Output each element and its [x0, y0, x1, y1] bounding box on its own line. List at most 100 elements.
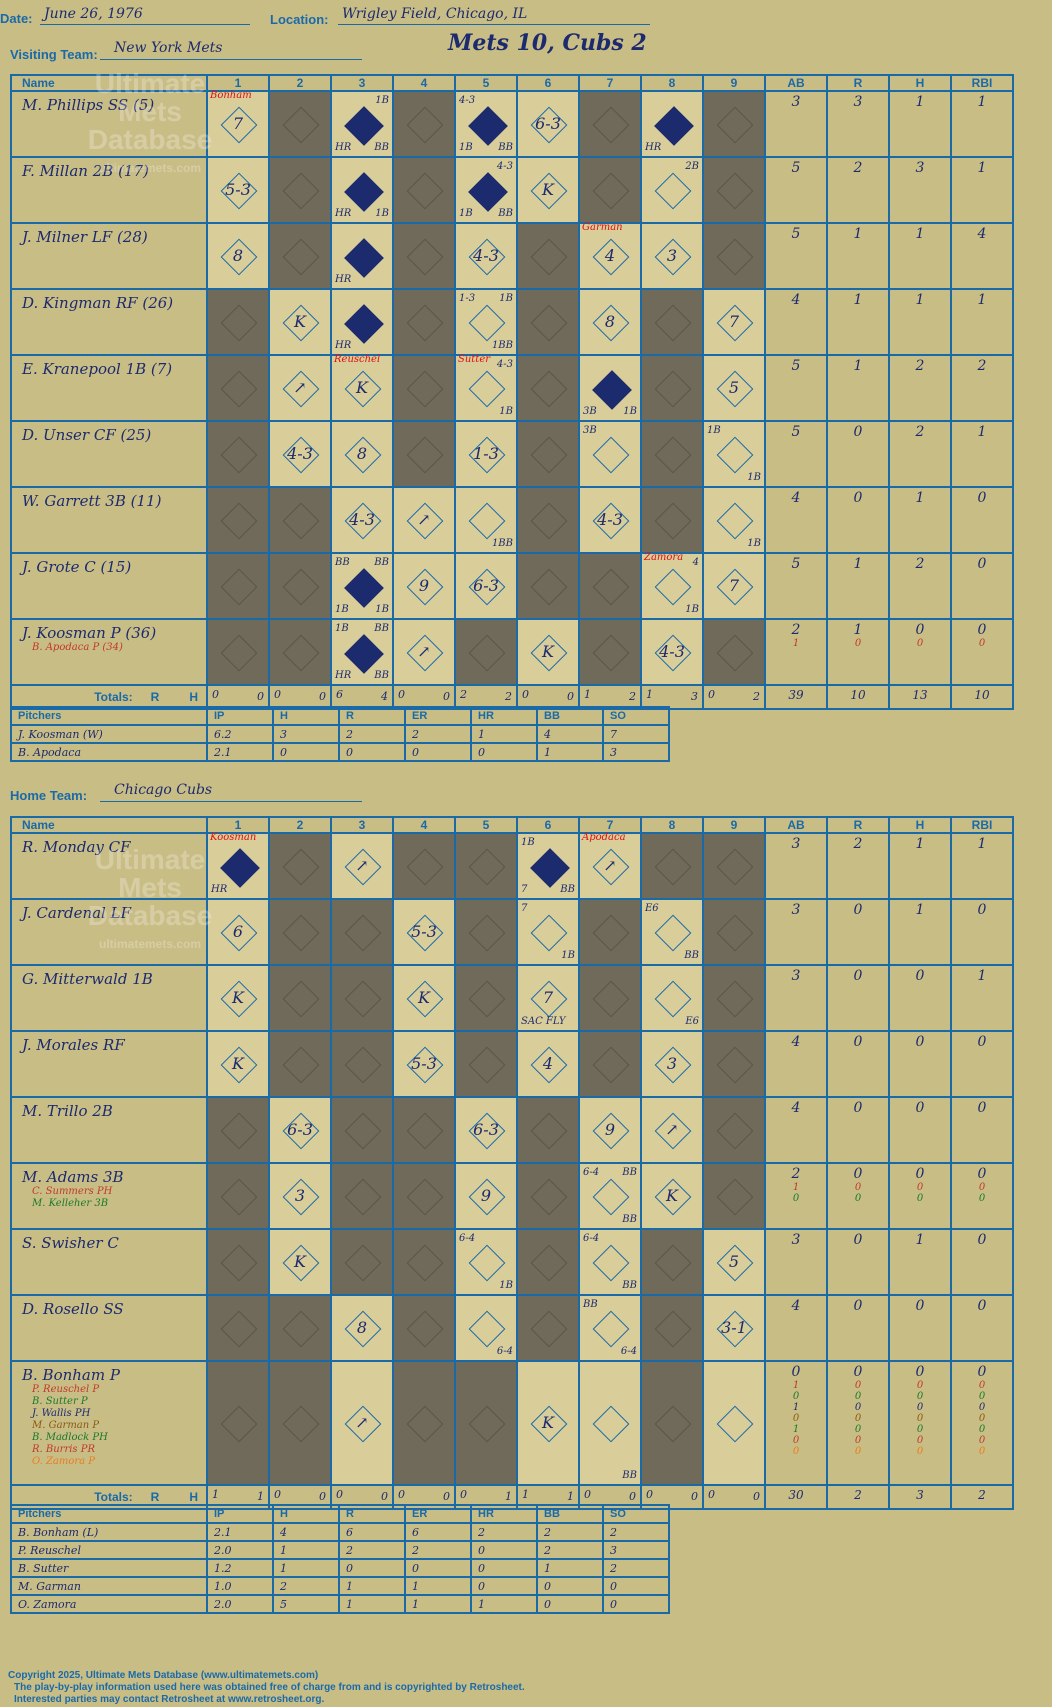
inning-cell: [268, 1294, 332, 1362]
stat-value: 0: [978, 1182, 986, 1193]
stat-r: 0: [826, 1294, 890, 1362]
inning-cell: K Reuschel: [330, 354, 394, 422]
stat-value: 0: [853, 968, 863, 984]
base-diamond: [468, 980, 506, 1018]
base-note: BB: [374, 142, 389, 153]
inning-cell: [702, 222, 766, 290]
inning-hits: 1: [567, 1490, 574, 1503]
stat-value: 2: [915, 424, 925, 440]
inning-cell: K: [268, 1228, 332, 1296]
stat-value: 1: [977, 160, 987, 176]
batter-name-cell: J. Morales RF: [10, 1030, 208, 1098]
play-result: 7: [728, 576, 740, 595]
inning-cell: 4-3 1B BB: [454, 90, 518, 158]
inning-cell: 3: [640, 1030, 704, 1098]
base-diamond: [716, 1178, 754, 1216]
stat-ab: 3: [764, 832, 828, 900]
play-result: K: [666, 1186, 678, 1205]
base-diamond: [468, 502, 506, 540]
inning-hits: 0: [319, 1490, 326, 1503]
stat-r: 3: [826, 90, 890, 158]
inning-cell: [206, 288, 270, 356]
pitcher-row: O. Zamora 2.0 5 1 1 1 0 0: [10, 1594, 670, 1614]
base-diamond: [530, 1112, 568, 1150]
batter-row: G. Mitterwald 1B K K 7 SAC FLY E6 3 0 0 1: [10, 964, 1014, 1032]
inning-cell: [454, 832, 518, 900]
inning-cell: 2B: [640, 156, 704, 224]
inning-cell: 8: [330, 1294, 394, 1362]
batter-row: E. Kranepool 1B (7) ↗ K Reuschel 4-3 1B Sutter…: [10, 354, 1014, 422]
inning-cell: [454, 1030, 518, 1098]
base-diamond: [654, 1310, 692, 1348]
pitcher-stat: 2: [404, 1540, 472, 1560]
batter-name: M. Phillips SS (5): [22, 96, 155, 114]
base-diamond: [282, 502, 320, 540]
batter-name: G. Mitterwald 1B: [22, 970, 153, 988]
inning-cell: ↗: [330, 1360, 394, 1486]
stat-value: 0: [916, 638, 924, 649]
inning-cell: 7: [702, 288, 766, 356]
stat-value: 1: [915, 226, 925, 242]
stat-value: 0: [792, 1413, 800, 1424]
header-row: Pitchers IP H R ER HR BB SO: [10, 1504, 670, 1524]
inning-cell: 4-3: [454, 222, 518, 290]
play-result: 7: [728, 312, 740, 331]
col-inning-3: 3: [330, 74, 394, 92]
base-note: HR: [335, 142, 352, 153]
stat-h: 2: [888, 420, 952, 488]
col-inning-6: 6: [516, 74, 580, 92]
stat-r: 1: [826, 222, 890, 290]
play-result: K: [356, 378, 368, 397]
base-diamond: [406, 1112, 444, 1150]
base-diamond: [530, 568, 568, 606]
total-rbi: 10: [950, 684, 1014, 710]
base-note: 1B: [623, 406, 637, 417]
inning-cell: 5-3: [206, 156, 270, 224]
inning-cell: HR 1B: [330, 156, 394, 224]
pitcher-stat: 0: [404, 1558, 472, 1578]
base-note: HR: [335, 274, 352, 285]
base-diamond: [406, 1178, 444, 1216]
stat-value: 4: [791, 1100, 801, 1116]
base-note: 1BB: [491, 538, 513, 549]
stat-value: 1: [792, 1380, 800, 1391]
base-note: SAC FLY: [521, 1016, 566, 1027]
batter-name: D. Kingman RF (26): [22, 294, 174, 312]
play-result: 4-3: [473, 246, 499, 265]
play-result: 6-3: [473, 1120, 499, 1139]
batter-name-cell: D. Rosello SS: [10, 1294, 208, 1362]
pitcher-stat: 1: [338, 1594, 406, 1614]
date-label: Date:: [0, 11, 33, 26]
base-note: BB: [374, 623, 389, 634]
inning-cell: 4-3: [268, 420, 332, 488]
pitching-change-note: Garman: [582, 222, 623, 233]
sub-player: M. Kelleher 3B: [32, 1198, 109, 1209]
pitcher-stat: 2: [602, 1522, 670, 1542]
pcol-h: H: [272, 706, 340, 726]
stat-value: 2: [915, 358, 925, 374]
pitcher-stat: 0: [470, 1558, 538, 1578]
base-diamond: [220, 1244, 258, 1282]
stat-value: 0: [854, 1435, 862, 1446]
inning-cell: [702, 156, 766, 224]
base-diamond: [716, 634, 754, 672]
base-diamond: [530, 1244, 568, 1282]
inning-cell: 3B: [578, 420, 642, 488]
col-inning-2: 2: [268, 816, 332, 834]
inning-cell: [702, 964, 766, 1032]
stat-rbi: 0: [950, 1228, 1014, 1296]
play-result: 6: [232, 922, 244, 941]
base-diamond: [654, 172, 692, 210]
base-note: 3B: [583, 425, 597, 436]
inning-cell: [268, 964, 332, 1032]
stat-value: 1: [915, 94, 925, 110]
mets-pitching-table: Pitchers IP H R ER HR BB SO J. Koosman (W) 6.2 3 2 2…: [10, 706, 670, 762]
base-diamond: [716, 172, 754, 210]
mets-batting-table: Name 1 2 3 4 5 6 7 8 9 AB R H RBI M. Phillips SS (5) 7 B…: [10, 74, 1014, 710]
base-diamond: [468, 370, 506, 408]
batter-row: S. Swisher C K 6-4 1B 6-4 BB 5 3 0 1 0: [10, 1228, 1014, 1296]
stat-value: 0: [853, 1364, 863, 1380]
pitcher-stat: 4: [272, 1522, 340, 1542]
